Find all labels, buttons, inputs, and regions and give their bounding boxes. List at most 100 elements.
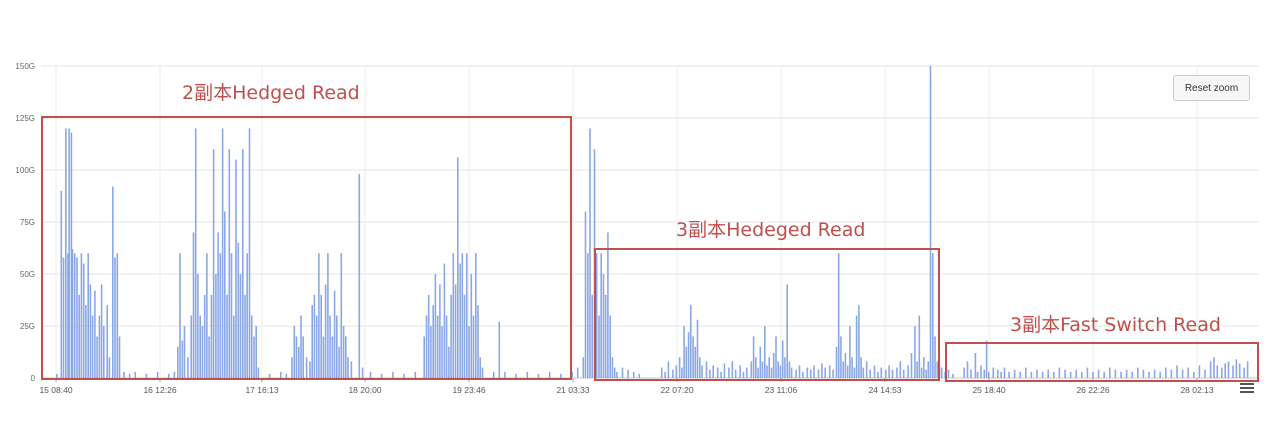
bar bbox=[1232, 365, 1234, 378]
bar bbox=[89, 284, 92, 378]
bar bbox=[1238, 363, 1241, 378]
bar bbox=[1019, 371, 1021, 378]
bar bbox=[445, 315, 448, 378]
bar bbox=[199, 315, 201, 378]
bar bbox=[604, 294, 607, 378]
highlight-box-2-replica bbox=[41, 116, 572, 380]
bar bbox=[295, 336, 298, 378]
bar bbox=[448, 346, 450, 378]
bar bbox=[116, 253, 119, 378]
bar bbox=[873, 365, 876, 378]
bar bbox=[235, 159, 237, 378]
bar bbox=[914, 326, 916, 378]
bar bbox=[78, 294, 80, 378]
bar bbox=[598, 315, 600, 378]
bar bbox=[94, 290, 96, 378]
reset-zoom-button[interactable]: Reset zoom bbox=[1173, 75, 1250, 101]
bar bbox=[988, 371, 990, 378]
x-tick-label: 18 20:00 bbox=[348, 385, 381, 395]
bar bbox=[709, 369, 711, 378]
bar bbox=[76, 257, 78, 378]
bar bbox=[85, 305, 87, 378]
bar bbox=[627, 369, 629, 378]
bar bbox=[1142, 369, 1145, 378]
bar bbox=[616, 371, 618, 378]
bar bbox=[923, 357, 925, 378]
bar bbox=[600, 253, 602, 378]
bar bbox=[250, 315, 253, 378]
bar bbox=[427, 294, 430, 378]
bar bbox=[338, 346, 340, 378]
y-tick-label: 125G bbox=[15, 114, 35, 123]
bar bbox=[849, 326, 851, 378]
bar bbox=[311, 305, 313, 378]
bar bbox=[589, 128, 591, 378]
bar bbox=[221, 128, 224, 378]
bar bbox=[380, 373, 383, 378]
bar bbox=[757, 367, 759, 378]
bar bbox=[880, 367, 883, 378]
bar bbox=[434, 274, 437, 378]
bar bbox=[607, 232, 609, 378]
bar bbox=[432, 305, 434, 378]
bar bbox=[291, 357, 293, 378]
bar bbox=[526, 371, 529, 378]
bar bbox=[781, 340, 784, 378]
bar bbox=[817, 369, 820, 378]
bar bbox=[369, 371, 372, 378]
bar bbox=[992, 367, 995, 378]
y-tick-label: 150G bbox=[15, 62, 35, 71]
bar bbox=[685, 346, 688, 378]
bar bbox=[755, 357, 757, 378]
bar bbox=[851, 357, 853, 378]
gridlines bbox=[41, 65, 1259, 379]
bar bbox=[1109, 367, 1111, 378]
bar bbox=[813, 365, 815, 378]
bar bbox=[98, 315, 101, 378]
bar bbox=[96, 336, 98, 378]
bar bbox=[459, 263, 461, 378]
bar bbox=[60, 190, 63, 378]
bar bbox=[910, 353, 913, 378]
bar bbox=[340, 253, 343, 378]
bar bbox=[779, 365, 782, 378]
bar bbox=[940, 367, 943, 378]
y-tick-label: 100G bbox=[15, 166, 35, 175]
bar bbox=[203, 294, 206, 378]
bar bbox=[768, 357, 770, 378]
bar bbox=[1069, 371, 1072, 378]
bar bbox=[100, 284, 103, 378]
bar bbox=[441, 326, 443, 378]
bar bbox=[108, 357, 111, 378]
bar bbox=[925, 369, 927, 378]
bar bbox=[865, 361, 868, 378]
bar bbox=[974, 353, 977, 378]
bar bbox=[228, 149, 231, 378]
bar bbox=[595, 253, 598, 378]
bar bbox=[846, 365, 849, 378]
bar bbox=[461, 253, 464, 378]
bar bbox=[584, 211, 587, 378]
bar bbox=[832, 369, 834, 378]
bar bbox=[436, 315, 439, 378]
bar bbox=[582, 357, 585, 378]
bar bbox=[463, 294, 466, 378]
bar bbox=[217, 232, 219, 378]
bar bbox=[280, 371, 282, 378]
bar bbox=[475, 253, 477, 378]
bar bbox=[179, 253, 181, 378]
bar bbox=[1041, 371, 1044, 378]
bar bbox=[884, 369, 887, 378]
bar bbox=[504, 371, 506, 378]
hamburger-menu-icon[interactable] bbox=[1240, 383, 1254, 394]
bar bbox=[701, 365, 703, 378]
bar bbox=[246, 253, 248, 378]
bar bbox=[470, 274, 473, 378]
bar bbox=[268, 373, 271, 378]
bar bbox=[860, 357, 862, 378]
bar bbox=[168, 373, 170, 378]
bar bbox=[1097, 369, 1100, 378]
bar bbox=[65, 128, 67, 378]
bar bbox=[775, 336, 777, 378]
bar bbox=[983, 369, 986, 378]
